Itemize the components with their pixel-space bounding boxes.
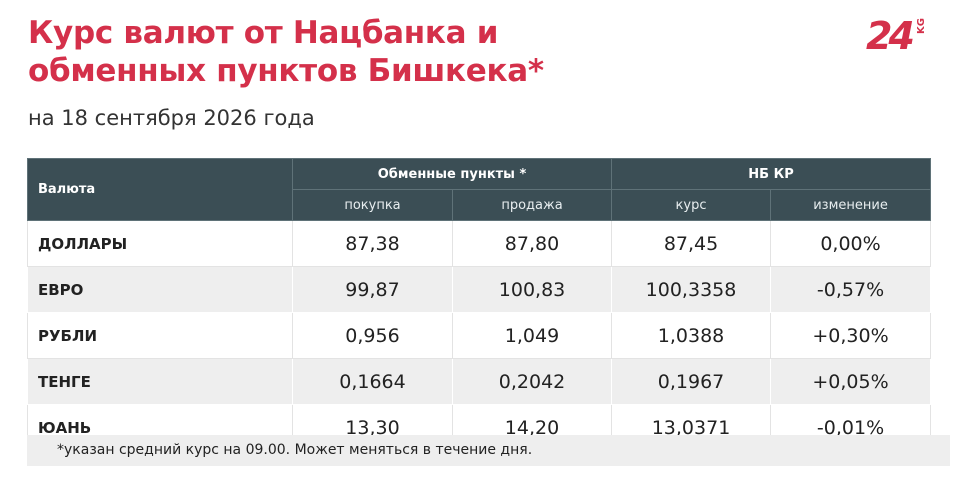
rate-cell: -0,57% [770,266,932,313]
column-header: изменение [770,189,932,221]
subtitle: на 18 сентября 2026 года [28,106,315,130]
currency-name: ТЕНГЕ [27,358,293,405]
column-header: продажа [451,189,613,221]
rate-cell: 0,1967 [611,358,772,405]
rate-cell: 1,0388 [611,312,772,359]
rate-cell: +0,30% [770,312,932,359]
column-header: курс [611,189,772,221]
currency-header: Валюта [27,158,293,221]
rate-cell: 0,1664 [292,358,453,405]
logo-main: 24 [866,14,915,58]
currency-name: РУБЛИ [27,312,293,359]
subheader-row: покупка продажа курс изменение [28,189,932,221]
table-row: ТЕНГЕ 0,1664 0,2042 0,1967 +0,05% [27,358,932,405]
rate-cell: 87,38 [292,220,453,267]
rate-cell: 0,956 [292,312,453,359]
logo-sub: KG [916,18,927,34]
title-line: обменных пунктов Бишкека* [28,53,544,89]
table-body: ДОЛЛАРЫ 87,38 87,80 87,45 0,00% ЕВРО 99,87 100,… [27,220,932,451]
rate-cell: 100,83 [451,266,613,313]
rate-cell: 1,049 [451,312,613,359]
rate-cell: 87,45 [611,220,772,267]
column-header: покупка [292,189,453,221]
table-row: ЕВРО 99,87 100,83 100,3358 -0,57% [27,266,932,313]
rates-table: Валюта Обменные пункты * НБ КР покупка п… [27,158,932,451]
header-row: Валюта Обменные пункты * НБ КР [27,158,932,221]
logo: 24 KG [866,14,930,64]
table-row: РУБЛИ 0,956 1,049 1,0388 +0,30% [27,312,932,359]
rate-cell: 87,80 [451,220,613,267]
currency-name: ДОЛЛАРЫ [27,220,293,267]
title-line: Курс валют от Нацбанка и [28,15,499,51]
group-header: Обменные пункты * [291,158,613,190]
rate-cell: 0,00% [770,220,932,267]
rate-cell: 100,3358 [611,266,772,313]
rate-cell: 99,87 [292,266,453,313]
group-header: НБ КР [611,158,932,190]
currency-name: ЕВРО [27,266,293,313]
title: Курс валют от Нацбанка и обменных пункто… [28,14,544,90]
rate-cell: +0,05% [770,358,932,405]
rate-cell: 0,2042 [451,358,613,405]
table-head: Валюта Обменные пункты * НБ КР покупка п… [27,158,932,221]
footnote: *указан средний курс на 09.00. Может мен… [27,435,950,466]
table-row: ДОЛЛАРЫ 87,38 87,80 87,45 0,00% [27,220,932,267]
